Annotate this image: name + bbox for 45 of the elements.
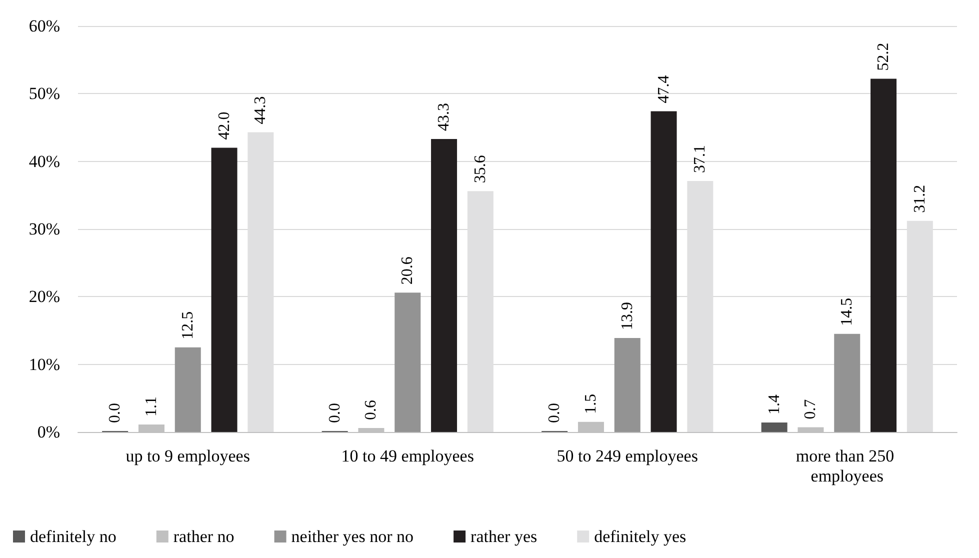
- data-label: 0.7: [802, 399, 820, 420]
- bar: [174, 347, 201, 432]
- data-label: 1.5: [582, 394, 600, 414]
- y-tick-label: 30%: [28, 220, 60, 238]
- bar: [211, 148, 238, 432]
- legend-label: definitely no: [30, 527, 116, 546]
- bar: [614, 338, 640, 432]
- data-label: 42.0: [216, 112, 233, 140]
- bar: [431, 139, 458, 432]
- data-label: 43.3: [436, 103, 453, 132]
- x-tick-label: up to 9 employees: [126, 446, 250, 466]
- data-label: 13.9: [618, 302, 636, 330]
- bar: [834, 334, 860, 432]
- data-label: 20.6: [399, 256, 416, 285]
- y-tick-label: 0%: [37, 422, 60, 442]
- data-label: 0.0: [106, 403, 124, 423]
- legend-label: definitely yes: [594, 527, 686, 546]
- data-label: 1.4: [766, 394, 783, 415]
- x-tick-label: 10 to 49 employees: [341, 446, 474, 466]
- y-tick-label: 40%: [28, 152, 60, 171]
- y-tick-label: 60%: [28, 16, 60, 36]
- bar: [650, 111, 677, 432]
- data-label: 44.3: [252, 96, 270, 124]
- x-tick-label: 50 to 249 employees: [556, 446, 698, 466]
- bar: [394, 292, 421, 432]
- bar: [870, 78, 897, 432]
- data-label: 37.1: [692, 144, 709, 173]
- y-tick-label: 20%: [28, 287, 60, 306]
- bar: [761, 422, 788, 432]
- legend-label: rather yes: [470, 527, 538, 546]
- y-tick-label: 50%: [28, 84, 60, 104]
- legend-label: rather no: [173, 527, 234, 546]
- data-label: 35.6: [472, 155, 489, 184]
- data-label: 1.1: [142, 396, 160, 417]
- data-label: 52.2: [875, 42, 892, 71]
- data-label: 0.6: [362, 400, 380, 420]
- data-label: 31.2: [911, 184, 928, 213]
- legend-label: neither yes nor no: [291, 527, 414, 546]
- data-label: 12.5: [179, 311, 196, 340]
- data-label: 14.5: [838, 298, 856, 326]
- data-label: 0.0: [546, 403, 564, 423]
- y-tick-label: 10%: [28, 354, 60, 374]
- data-label: 47.4: [655, 75, 672, 104]
- data-label: 0.0: [326, 403, 344, 423]
- x-tick-label: more than 250 employees: [796, 446, 898, 486]
